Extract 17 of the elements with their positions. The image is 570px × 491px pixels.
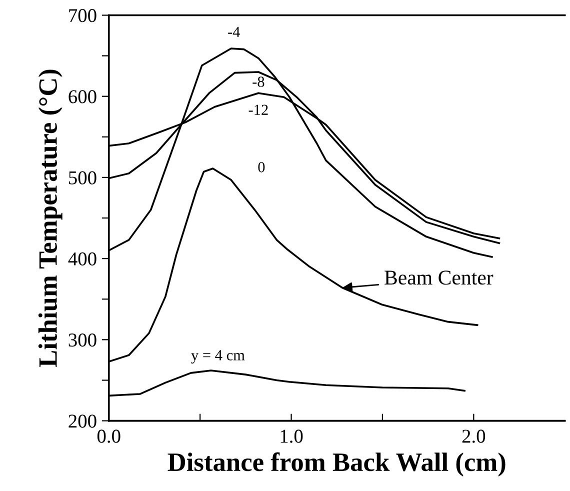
y-tick-label: 300	[68, 333, 96, 347]
annotation: Beam Center	[384, 270, 494, 285]
y-tick-label: 500	[69, 171, 96, 184]
y-tick-label: 600	[68, 90, 96, 104]
series-label: 0	[258, 162, 265, 172]
y-tick-label: 700	[69, 9, 96, 22]
series-label: -8	[252, 76, 264, 87]
x-tick-label: 1.0	[280, 430, 303, 443]
series-label: y = 4 cm	[191, 350, 245, 364]
series-label: -4	[228, 26, 240, 37]
series-label: -12	[248, 104, 268, 115]
y-axis-title: Lithium Temperature (°C)	[38, 70, 62, 368]
y-tick-label: 200	[68, 414, 96, 428]
y-tick-label: 400	[68, 252, 96, 266]
x-tick-label: 0.0	[97, 430, 120, 443]
x-tick-label: 2.0	[462, 430, 486, 443]
x-axis-title: Distance from Back Wall (cm)	[168, 452, 506, 477]
